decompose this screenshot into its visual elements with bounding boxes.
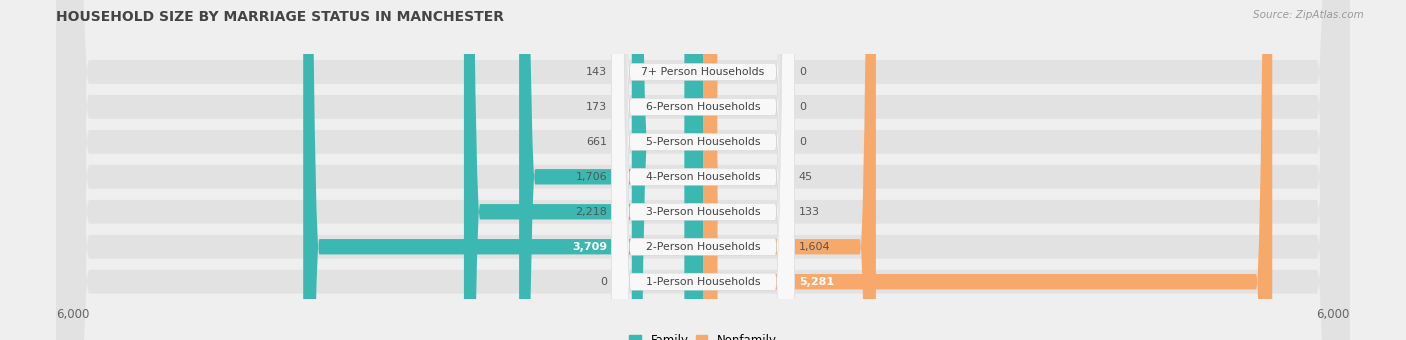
Text: 2-Person Households: 2-Person Households <box>645 242 761 252</box>
FancyBboxPatch shape <box>612 0 794 340</box>
FancyBboxPatch shape <box>56 0 1350 340</box>
FancyBboxPatch shape <box>692 0 720 340</box>
Text: 661: 661 <box>586 137 607 147</box>
Legend: Family, Nonfamily: Family, Nonfamily <box>630 334 776 340</box>
FancyBboxPatch shape <box>612 0 794 340</box>
Text: 0: 0 <box>799 102 806 112</box>
Text: 5-Person Households: 5-Person Households <box>645 137 761 147</box>
Text: 1,706: 1,706 <box>575 172 607 182</box>
FancyBboxPatch shape <box>703 0 876 340</box>
Text: 6,000: 6,000 <box>1316 308 1350 321</box>
Text: 0: 0 <box>799 67 806 77</box>
Text: 143: 143 <box>586 67 607 77</box>
Text: 2,218: 2,218 <box>575 207 607 217</box>
FancyBboxPatch shape <box>56 0 1350 340</box>
FancyBboxPatch shape <box>56 0 1350 340</box>
FancyBboxPatch shape <box>56 0 1350 340</box>
FancyBboxPatch shape <box>304 0 703 340</box>
Text: 133: 133 <box>799 207 820 217</box>
FancyBboxPatch shape <box>56 0 1350 340</box>
Text: 3-Person Households: 3-Person Households <box>645 207 761 217</box>
FancyBboxPatch shape <box>612 0 794 340</box>
FancyBboxPatch shape <box>56 0 1350 340</box>
Text: 0: 0 <box>799 137 806 147</box>
Text: 7+ Person Households: 7+ Person Households <box>641 67 765 77</box>
FancyBboxPatch shape <box>612 0 794 340</box>
Text: 45: 45 <box>799 172 813 182</box>
Text: 173: 173 <box>586 102 607 112</box>
Text: HOUSEHOLD SIZE BY MARRIAGE STATUS IN MANCHESTER: HOUSEHOLD SIZE BY MARRIAGE STATUS IN MAN… <box>56 10 505 24</box>
FancyBboxPatch shape <box>519 0 703 340</box>
Text: 6,000: 6,000 <box>56 308 90 321</box>
FancyBboxPatch shape <box>702 0 720 340</box>
FancyBboxPatch shape <box>703 0 1272 340</box>
Text: 1-Person Households: 1-Person Households <box>645 277 761 287</box>
Text: 4-Person Households: 4-Person Households <box>645 172 761 182</box>
Text: 5,281: 5,281 <box>799 277 834 287</box>
Text: 6-Person Households: 6-Person Households <box>645 102 761 112</box>
Text: 0: 0 <box>600 277 607 287</box>
Text: 1,604: 1,604 <box>799 242 831 252</box>
FancyBboxPatch shape <box>56 0 1350 340</box>
Text: Source: ZipAtlas.com: Source: ZipAtlas.com <box>1253 10 1364 20</box>
FancyBboxPatch shape <box>631 0 703 340</box>
Text: 3,709: 3,709 <box>572 242 607 252</box>
FancyBboxPatch shape <box>612 0 794 340</box>
FancyBboxPatch shape <box>685 0 703 340</box>
FancyBboxPatch shape <box>464 0 703 340</box>
FancyBboxPatch shape <box>612 0 794 340</box>
FancyBboxPatch shape <box>612 0 794 340</box>
FancyBboxPatch shape <box>688 0 704 340</box>
